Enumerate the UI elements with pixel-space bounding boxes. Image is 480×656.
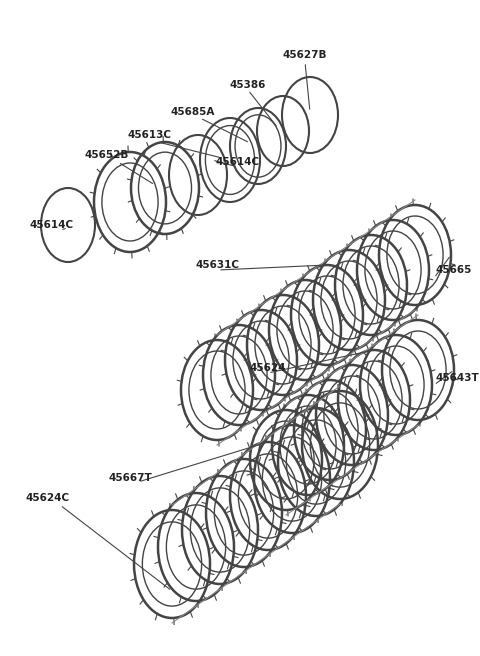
- Text: 45386: 45386: [230, 80, 266, 90]
- Text: 45665: 45665: [436, 265, 472, 275]
- Text: 45667T: 45667T: [108, 473, 152, 483]
- Text: 45685A: 45685A: [171, 107, 215, 117]
- Text: 45614C: 45614C: [216, 157, 260, 167]
- Text: 45652B: 45652B: [85, 150, 129, 160]
- Text: 45643T: 45643T: [435, 373, 479, 383]
- Text: 45624C: 45624C: [26, 493, 70, 503]
- Text: 45624: 45624: [250, 363, 286, 373]
- Text: 45613C: 45613C: [128, 130, 172, 140]
- Text: 45631C: 45631C: [196, 260, 240, 270]
- Text: 45614C: 45614C: [30, 220, 74, 230]
- Text: 45627B: 45627B: [283, 50, 327, 60]
